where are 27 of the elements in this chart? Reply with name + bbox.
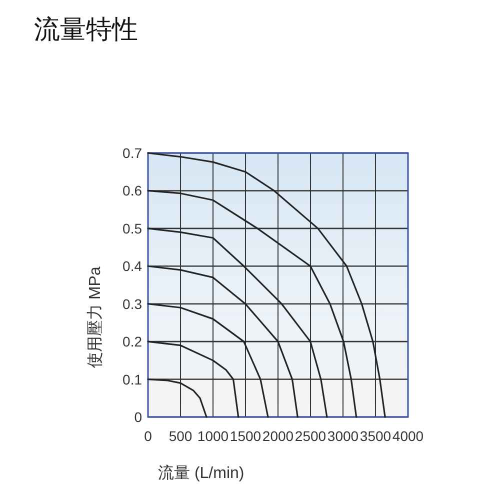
y-tick-label: 0.5 <box>122 220 142 236</box>
y-tick-label: 0.4 <box>122 258 142 274</box>
x-tick-label: 2000 <box>262 428 294 444</box>
line-series <box>147 228 328 418</box>
line-series <box>147 378 208 418</box>
y-tick-label: 0.2 <box>122 334 142 350</box>
y-tick-label: 0.3 <box>122 296 142 312</box>
line-series <box>147 190 358 418</box>
y-tick-label: 0 <box>134 409 142 425</box>
x-tick-label: 4000 <box>392 428 424 444</box>
y-axis-title: 使用壓力 MPa <box>86 266 104 368</box>
x-tick-label: 3000 <box>327 428 359 444</box>
x-tick-label: 2500 <box>294 428 326 444</box>
y-tick-label: 0.7 <box>122 145 142 161</box>
x-tick-label: 1500 <box>230 428 262 444</box>
y-tick-label: 0.6 <box>122 182 142 199</box>
x-tick-label: 3500 <box>360 428 392 444</box>
chart-title: 流量特性 <box>34 14 138 44</box>
line-series <box>147 303 269 418</box>
line-series <box>147 340 240 418</box>
x-axis-title: 流量 (L/min) <box>158 464 244 482</box>
y-tick-label: 0.1 <box>122 371 142 388</box>
line-series <box>147 152 386 418</box>
x-tick-label: 0 <box>144 428 152 444</box>
x-tick-label: 1000 <box>197 428 229 444</box>
line-series <box>147 265 298 418</box>
x-tick-label: 500 <box>168 428 192 444</box>
